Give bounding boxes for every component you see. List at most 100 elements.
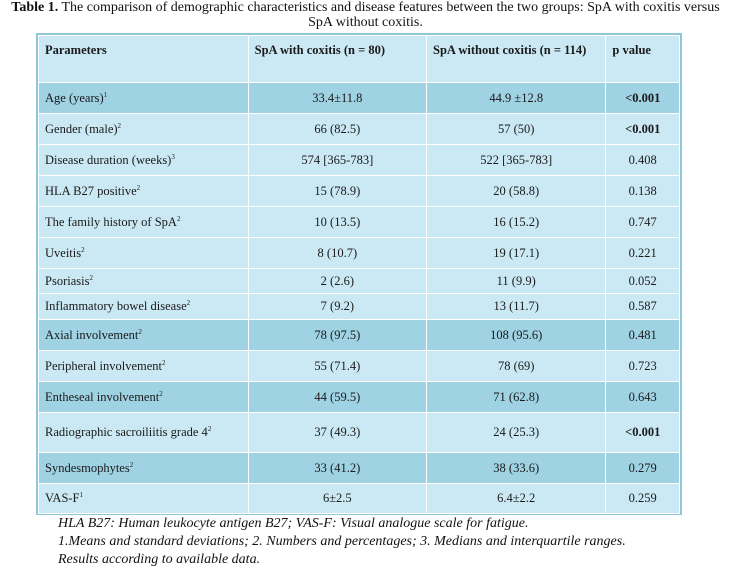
- cell-p-value: 0.747: [605, 206, 680, 238]
- table-row: Syndesmophytes2 33 (41.2) 38 (33.6) 0.279: [38, 452, 680, 484]
- cell-without-coxitis: 6.4±2.2: [426, 483, 607, 514]
- parameter-label: Psoriasis: [45, 273, 90, 288]
- parameter-label: Syndesmophytes: [45, 460, 130, 475]
- cell-with-coxitis: 33 (41.2): [247, 452, 428, 484]
- table-row: Entheseal involvement2 44 (59.5) 71 (62.8)…: [38, 381, 680, 413]
- cell-with-coxitis: 2 (2.6): [247, 268, 428, 294]
- table-row: Radiographic sacroiliitis grade 42 37 (49…: [38, 412, 680, 453]
- comparison-table: Parameters SpA with coxitis (n = 80) SpA…: [38, 35, 680, 514]
- cell-without-coxitis: 11 (9.9): [426, 268, 607, 294]
- table-row: Disease duration (weeks)3 574 [365-783] 52…: [38, 144, 680, 176]
- parameter-label: Radiographic sacroiliitis grade 4: [45, 425, 208, 439]
- data-table-container: Parameters SpA with coxitis (n = 80) SpA…: [36, 33, 682, 515]
- caption-label: Table 1.: [11, 0, 59, 15]
- parameter-label: Age (years): [45, 90, 104, 105]
- footnote-marker: 2: [117, 121, 122, 130]
- table-row: Peripheral involvement2 55 (71.4) 78 (69) 0…: [38, 350, 680, 382]
- cell-with-coxitis: 6±2.5: [247, 483, 428, 514]
- parameter-label: Peripheral involvement: [45, 358, 162, 373]
- cell-parameter: Entheseal involvement2: [38, 381, 249, 413]
- parameter-label: Axial involvement: [45, 327, 139, 342]
- cell-p-value: 0.052: [605, 268, 680, 294]
- parameter-label: VAS-F: [45, 491, 80, 505]
- cell-without-coxitis: 522 [365-783]: [426, 144, 607, 176]
- cell-parameter: Disease duration (weeks)3: [38, 144, 249, 176]
- cell-p-value: 0.221: [605, 237, 680, 269]
- parameter-label: Disease duration (weeks): [45, 152, 172, 167]
- footnote-marker: 3: [171, 152, 175, 161]
- cell-without-coxitis: 24 (25.3): [426, 412, 607, 453]
- cell-p-value: 0.587: [605, 293, 680, 320]
- table-row: Inflammatory bowel disease2 7 (9.2) 13 (11…: [38, 293, 680, 320]
- footnote-marker: 2: [136, 183, 141, 192]
- cell-with-coxitis: 7 (9.2): [247, 293, 428, 320]
- footnote-marker: 2: [186, 298, 191, 307]
- cell-without-coxitis: 19 (17.1): [426, 237, 607, 269]
- footnote-marker: 2: [81, 245, 85, 254]
- cell-parameter: The family history of SpA2: [38, 206, 249, 238]
- note-line: HLA B27: Human leukocyte antigen B27; VA…: [58, 516, 529, 531]
- table-row: HLA B27 positive2 15 (78.9) 20 (58.8) 0.138: [38, 175, 680, 207]
- header-with-coxitis: SpA with coxitis (n = 80): [247, 35, 428, 83]
- cell-without-coxitis: 108 (95.6): [426, 319, 607, 351]
- cell-parameter: Radiographic sacroiliitis grade 42: [38, 412, 249, 453]
- table-row: Axial involvement2 78 (97.5) 108 (95.6) 0.4…: [38, 319, 680, 351]
- cell-without-coxitis: 20 (58.8): [426, 175, 607, 207]
- cell-with-coxitis: 55 (71.4): [247, 350, 428, 382]
- footnote-marker: 2: [89, 273, 93, 282]
- cell-without-coxitis: 57 (50): [426, 113, 607, 145]
- parameter-label: The family history of SpA: [45, 214, 177, 229]
- cell-with-coxitis: 10 (13.5): [247, 206, 428, 238]
- cell-parameter: Uveitis2: [38, 237, 249, 269]
- cell-p-value: 0.723: [605, 350, 680, 382]
- cell-parameter: Age (years)1: [38, 82, 249, 114]
- footnote-marker: 1: [103, 90, 108, 99]
- cell-parameter: Syndesmophytes2: [38, 452, 249, 484]
- cell-with-coxitis: 574 [365-783]: [247, 144, 428, 176]
- parameter-label: Uveitis: [45, 245, 82, 260]
- footnote-marker: 2: [207, 424, 212, 433]
- cell-parameter: Peripheral involvement2: [38, 350, 249, 382]
- header-without-coxitis: SpA without coxitis (n = 114): [426, 35, 607, 83]
- cell-p-value: 0.481: [605, 319, 680, 351]
- cell-parameter: Axial involvement2: [38, 319, 249, 351]
- table-row: VAS-F1 6±2.5 6.4±2.2 0.259: [38, 483, 680, 514]
- caption-text: The comparison of demographic characteri…: [61, 0, 720, 30]
- cell-without-coxitis: 44.9 ±12.8: [426, 82, 607, 114]
- cell-p-value: <0.001: [605, 82, 680, 114]
- cell-parameter: Psoriasis2: [38, 268, 249, 294]
- cell-p-value: 0.259: [605, 483, 680, 514]
- cell-with-coxitis: 8 (10.7): [247, 237, 428, 269]
- cell-without-coxitis: 13 (11.7): [426, 293, 607, 320]
- table-header-row: Parameters SpA with coxitis (n = 80) SpA…: [38, 35, 680, 83]
- cell-p-value: 0.279: [605, 452, 680, 484]
- cell-without-coxitis: 38 (33.6): [426, 452, 607, 484]
- table-row: Gender (male)2 66 (82.5) 57 (50) <0.001: [38, 113, 680, 145]
- table-caption: Table 1. The comparison of demographic c…: [0, 0, 731, 30]
- cell-p-value: 0.643: [605, 381, 680, 413]
- header-parameters: Parameters: [38, 35, 249, 83]
- footnote-marker: 2: [129, 460, 134, 469]
- cell-parameter: HLA B27 positive2: [38, 175, 249, 207]
- table-row: Age (years)1 33.4±11.8 44.9 ±12.8 <0.001: [38, 82, 680, 114]
- cell-without-coxitis: 78 (69): [426, 350, 607, 382]
- note-line: Results according to available data.: [58, 552, 261, 567]
- cell-with-coxitis: 44 (59.5): [247, 381, 428, 413]
- header-p-value: p value: [605, 35, 680, 83]
- cell-with-coxitis: 37 (49.3): [247, 412, 428, 453]
- table-row: Uveitis2 8 (10.7) 19 (17.1) 0.221: [38, 237, 680, 269]
- footnote-marker: 2: [176, 214, 181, 223]
- cell-without-coxitis: 71 (62.8): [426, 381, 607, 413]
- parameter-label: Inflammatory bowel disease: [45, 299, 187, 313]
- table-row: The family history of SpA2 10 (13.5) 16 (1…: [38, 206, 680, 238]
- footnote-marker: 2: [159, 389, 163, 398]
- cell-p-value: <0.001: [605, 412, 680, 453]
- cell-with-coxitis: 33.4±11.8: [247, 82, 428, 114]
- cell-parameter: VAS-F1: [38, 483, 249, 514]
- cell-p-value: 0.138: [605, 175, 680, 207]
- cell-parameter: Gender (male)2: [38, 113, 249, 145]
- cell-p-value: <0.001: [605, 113, 680, 145]
- cell-with-coxitis: 78 (97.5): [247, 319, 428, 351]
- cell-with-coxitis: 66 (82.5): [247, 113, 428, 145]
- table-body: Age (years)1 33.4±11.8 44.9 ±12.8 <0.001 Gen…: [38, 82, 680, 514]
